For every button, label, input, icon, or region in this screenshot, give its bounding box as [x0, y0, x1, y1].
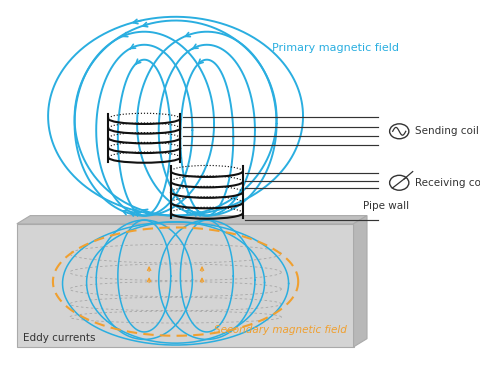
- Text: Secondary magnetic field: Secondary magnetic field: [214, 325, 346, 335]
- Text: Receiving coil: Receiving coil: [414, 178, 480, 188]
- Polygon shape: [17, 224, 353, 347]
- Polygon shape: [17, 216, 366, 224]
- Polygon shape: [353, 216, 366, 347]
- Text: Sending coil: Sending coil: [414, 126, 478, 136]
- Text: Primary magnetic field: Primary magnetic field: [271, 44, 398, 53]
- Text: Eddy currents: Eddy currents: [23, 333, 96, 342]
- Text: Pipe wall: Pipe wall: [362, 201, 408, 211]
